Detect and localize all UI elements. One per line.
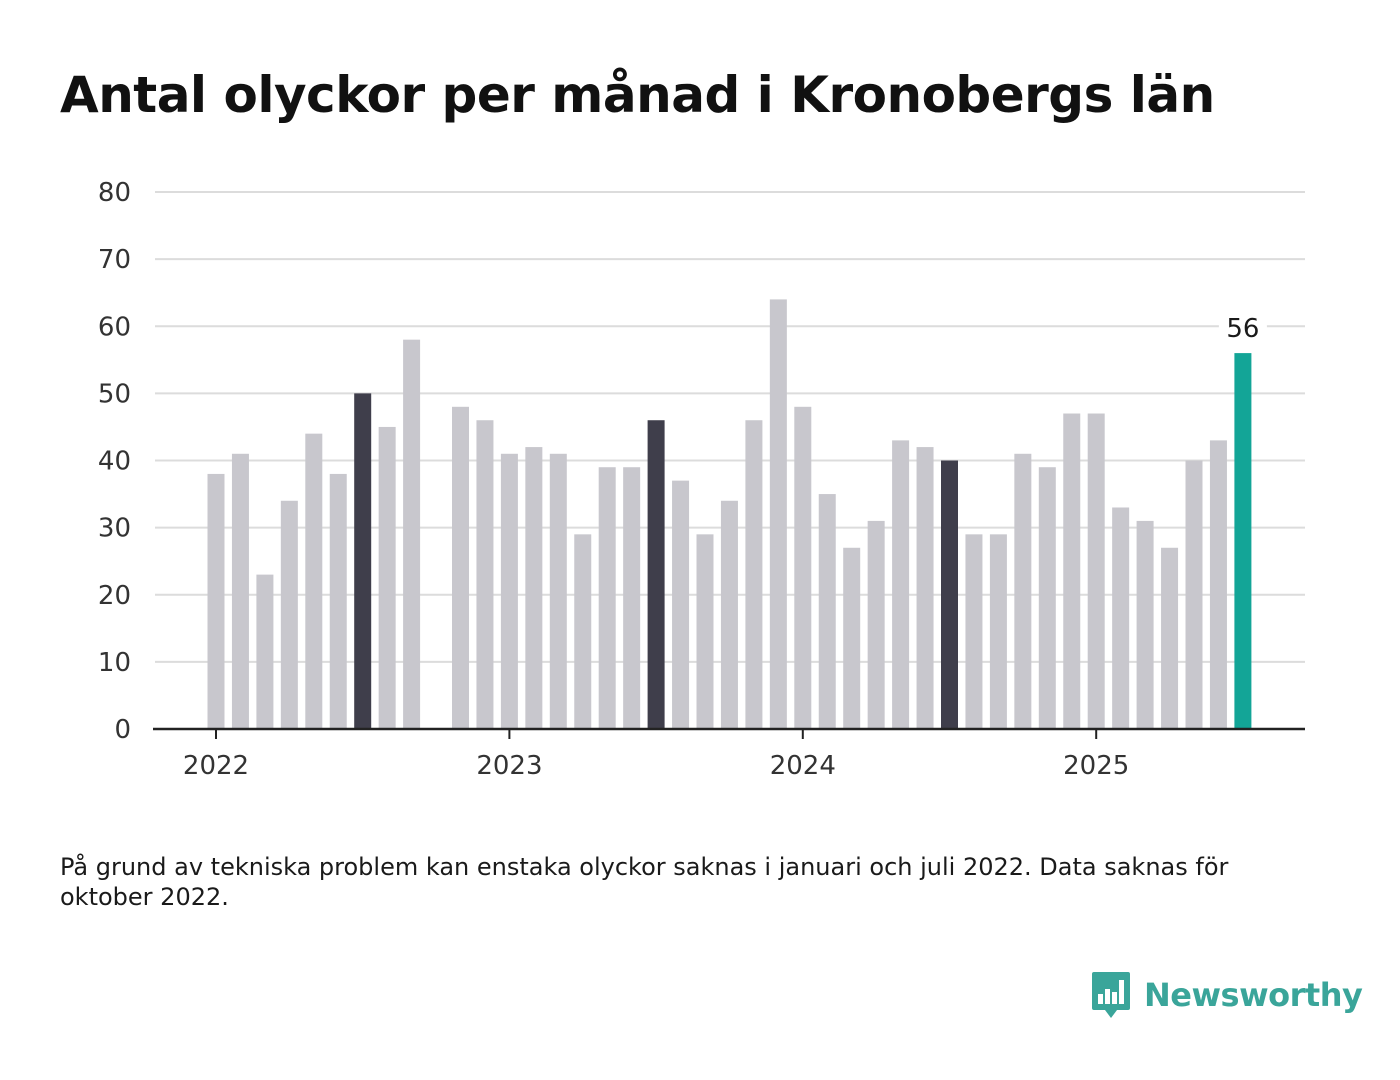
bar [280, 500, 298, 729]
bar [1112, 507, 1130, 729]
bar [329, 473, 347, 729]
bar [1087, 413, 1105, 729]
bar [549, 453, 567, 729]
y-tick-label: 40 [98, 447, 131, 477]
footnote: På grund av tekniska problem kan enstaka… [60, 853, 1229, 911]
bar [989, 534, 1007, 729]
bar [818, 494, 836, 729]
bar [452, 406, 469, 729]
bar [623, 467, 641, 729]
x-tick-label: 2025 [1063, 751, 1129, 781]
data-labels: 56 [1218, 311, 1267, 346]
bar [598, 467, 616, 729]
y-axis-ticks: 0 10 20 30 40 50 60 70 80 [98, 178, 131, 745]
bar [574, 534, 592, 729]
bar [965, 534, 983, 729]
y-tick-label: 30 [98, 514, 131, 544]
chart-title: Antal olyckor per månad i Kronobergs län [60, 66, 1215, 124]
bar [892, 440, 910, 729]
y-tick-label: 20 [98, 581, 131, 611]
bar [720, 500, 738, 729]
bar [1209, 440, 1227, 729]
bar [500, 453, 518, 729]
bar [525, 447, 543, 729]
bars [207, 299, 1252, 729]
bar [769, 299, 787, 729]
bar [916, 447, 934, 729]
y-tick-label: 80 [98, 178, 131, 208]
x-tick-label: 2024 [770, 751, 836, 781]
bar [696, 534, 714, 729]
bar [403, 339, 421, 729]
bar [1014, 453, 1032, 729]
x-tick-label: 2022 [183, 751, 249, 781]
data-label-backdrop [1218, 311, 1267, 346]
bar [843, 547, 861, 729]
y-tick-label: 0 [114, 715, 131, 745]
brand-name: Newsworthy [1144, 976, 1363, 1014]
bar-chart-speech-bubble-icon [1092, 972, 1130, 1018]
bar-chart: 0 10 20 30 40 50 60 70 80 2022 2023 2024 2025 56 [98, 178, 1305, 781]
bar-latest [1234, 353, 1252, 729]
bar-highlighted [941, 460, 958, 729]
bar [745, 420, 763, 729]
bar [476, 420, 494, 729]
data-label: 56 [1226, 314, 1259, 344]
y-tick-label: 50 [98, 379, 131, 409]
bar-highlighted [647, 420, 665, 729]
y-tick-label: 70 [98, 245, 131, 275]
bar [231, 453, 249, 729]
bar [305, 433, 323, 729]
brand-logo: Newsworthy [1090, 970, 1363, 1020]
bar-highlighted [354, 393, 372, 729]
bar [1063, 413, 1081, 729]
bar [207, 473, 225, 729]
bar [1185, 460, 1203, 729]
bar [867, 520, 885, 729]
bar [1161, 547, 1179, 729]
bar [672, 480, 690, 729]
bar [794, 406, 812, 729]
bar [378, 426, 396, 729]
bar [1038, 467, 1056, 729]
y-tick-label: 60 [98, 312, 131, 342]
bar [256, 574, 274, 729]
y-tick-label: 10 [98, 648, 131, 678]
x-tick-label: 2023 [476, 751, 542, 781]
x-axis-ticks: 2022 2023 2024 2025 [183, 729, 1129, 781]
bar [1136, 520, 1154, 729]
